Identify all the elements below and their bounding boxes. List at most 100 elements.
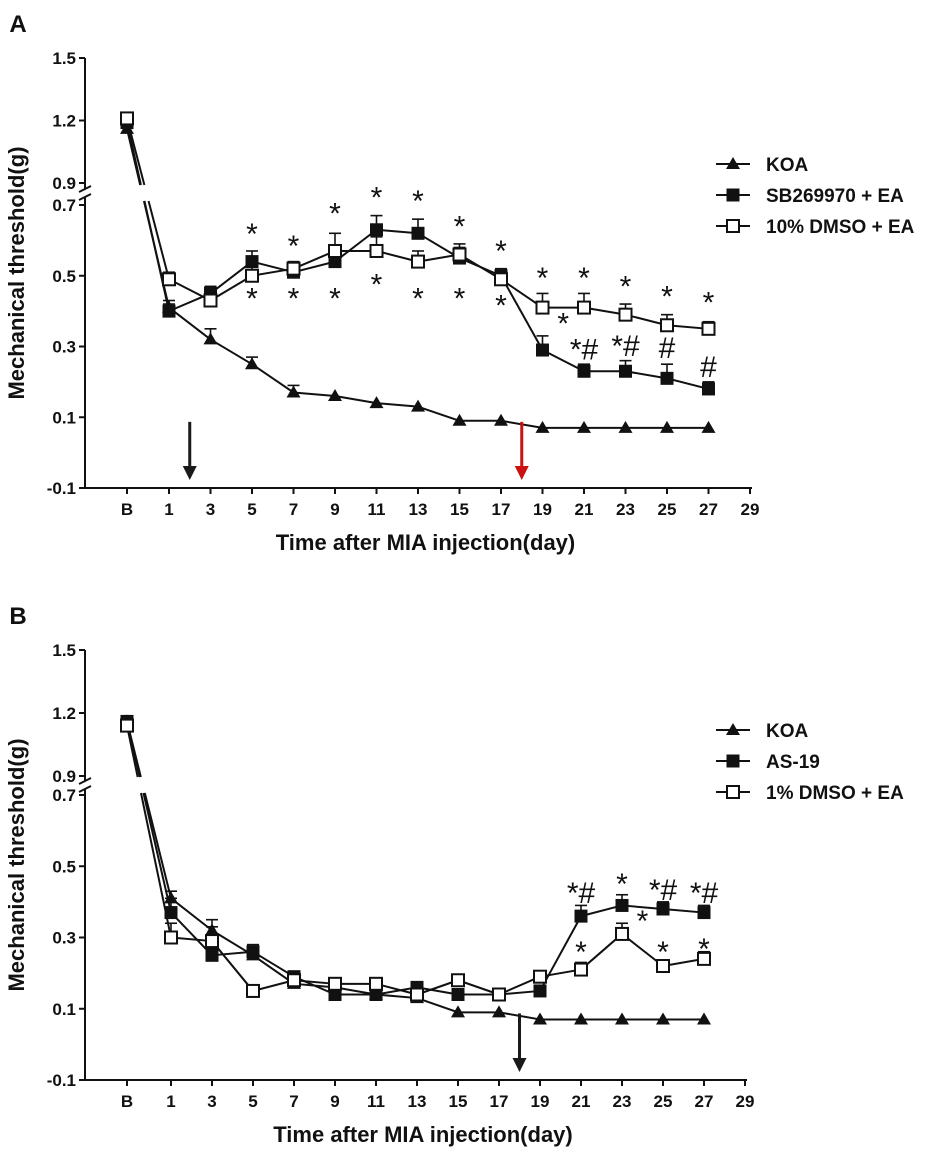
x-axis-label: Time after MIA injection(day): [276, 530, 576, 555]
data-point: [369, 976, 383, 991]
x-tick-label: 25: [654, 1092, 673, 1111]
series-line-segment: [211, 950, 254, 957]
x-tick-label: 21: [575, 500, 594, 519]
series-line-segment: [621, 904, 664, 910]
significance-mark: *: [329, 198, 341, 231]
data-point: [286, 385, 301, 398]
data-point: [697, 951, 711, 966]
x-tick-label: 7: [289, 1092, 298, 1111]
series-line-segment: [126, 725, 139, 778]
series-line-segment: [417, 405, 460, 422]
panel-label: B: [9, 603, 26, 630]
series-line-segment: [252, 950, 295, 978]
series-line-segment: [580, 904, 623, 918]
y-tick-label: 0.5: [52, 267, 76, 286]
legend-label: KOA: [766, 155, 809, 176]
treatment-arrow-head: [512, 1058, 527, 1072]
series-line-segment: [209, 338, 253, 366]
series-line-segment: [147, 200, 170, 280]
data-point: [328, 255, 342, 269]
significance-mark: #: [659, 332, 676, 365]
data-point: [494, 413, 508, 426]
significance-mark: *: [288, 230, 300, 263]
data-point: [660, 318, 674, 333]
significance-mark: *: [661, 280, 673, 313]
y-tick-label: 0.3: [52, 929, 76, 948]
data-point: [164, 930, 178, 945]
data-point: [245, 268, 259, 283]
data-point: [245, 357, 259, 370]
legend-label: AS-19: [766, 752, 820, 773]
series-10-dmso-ea: [120, 111, 716, 336]
x-tick-label: 25: [658, 500, 677, 519]
treatment-arrow-head: [514, 466, 529, 480]
data-point: [328, 389, 342, 402]
legend-marker: [726, 188, 740, 202]
significance-mark: *: [412, 282, 424, 315]
significance-mark: *: [703, 287, 715, 320]
y-axis-label: Mechanical threshold(g): [4, 146, 29, 399]
data-point: [660, 420, 674, 433]
y-tick-label: 0.9: [52, 174, 76, 193]
data-point: [411, 226, 425, 240]
y-tick-label: 0.7: [52, 786, 76, 805]
series-sb269970-ea: [120, 116, 715, 396]
x-tick-label: B: [121, 1092, 133, 1111]
x-tick-label: 3: [206, 500, 215, 519]
data-point: [162, 272, 176, 287]
data-point: [577, 420, 591, 433]
data-point: [577, 364, 591, 378]
data-point: [411, 399, 425, 412]
data-point: [533, 969, 547, 984]
series-line-segment: [251, 363, 295, 394]
data-point: [492, 1005, 506, 1018]
x-tick-label: 7: [289, 500, 298, 519]
significance-mark: *#: [570, 333, 599, 366]
data-point: [246, 945, 260, 959]
x-tick-label: 17: [490, 1092, 509, 1111]
axis-break-mark: [78, 185, 92, 193]
legend-label: SB269970 + EA: [766, 186, 904, 207]
series-line-segment: [209, 260, 253, 295]
axis-break-mark: [78, 193, 92, 201]
x-tick-label: 1: [164, 500, 173, 519]
data-point: [203, 293, 218, 308]
significance-mark: *: [557, 308, 569, 341]
data-point: [615, 898, 629, 912]
x-tick-label: 29: [736, 1092, 755, 1111]
significance-mark: *: [288, 282, 300, 315]
x-tick-label: 1: [166, 1092, 175, 1111]
series-line-segment: [666, 377, 709, 390]
data-point: [120, 718, 134, 733]
significance-mark: *: [454, 210, 466, 243]
y-tick-label: -0.1: [47, 1071, 76, 1090]
series-line-segment: [126, 122, 142, 186]
data-point: [702, 382, 715, 396]
data-point: [574, 962, 588, 977]
significance-mark: *: [657, 936, 669, 969]
significance-mark: *: [578, 262, 590, 295]
data-point: [451, 1005, 465, 1018]
data-point: [410, 987, 424, 1002]
chart-panel-A: A1.51.20.90.70.50.30.1-0.1B 1 3 5 7 9 11 13 15 17…: [4, 11, 915, 555]
x-tick-label: 5: [248, 1092, 257, 1111]
data-point: [577, 300, 591, 315]
data-point: [656, 902, 670, 916]
data-point: [619, 364, 632, 378]
significance-mark: *: [537, 262, 549, 295]
axis-break-mark: [78, 785, 92, 793]
data-point: [533, 1012, 547, 1025]
x-tick-label: 27: [699, 500, 718, 519]
y-tick-label: 1.5: [52, 641, 76, 660]
y-tick-label: 0.5: [52, 857, 76, 876]
data-point: [370, 223, 383, 237]
data-point: [618, 307, 633, 322]
data-point: [369, 243, 384, 258]
chart-panel-B: B1.51.20.90.70.50.30.1-0.1B 1 3 5 7 9 11 13 15 17…: [4, 603, 904, 1147]
significance-mark: *: [329, 282, 341, 315]
data-point: [618, 420, 633, 433]
data-point: [536, 343, 549, 357]
significance-mark: *: [616, 868, 628, 901]
data-point: [494, 272, 508, 287]
